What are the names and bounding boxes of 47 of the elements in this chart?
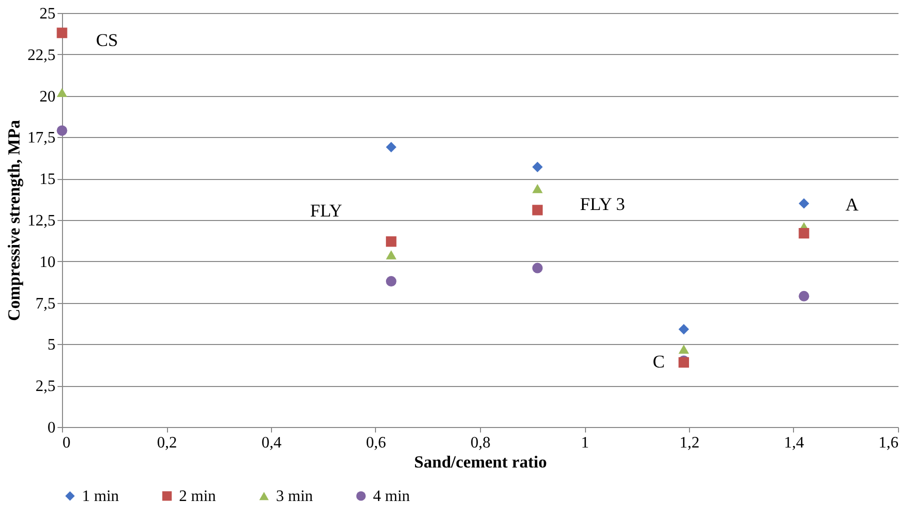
y-tick-label: 17,5 <box>28 130 56 147</box>
legend-label: 1 min <box>82 488 119 505</box>
y-tick-label: 5 <box>48 336 56 354</box>
y-tick-label: 20 <box>40 88 56 106</box>
y-tick-label: 15 <box>40 171 56 188</box>
y-tick-label: 22,5 <box>28 46 56 64</box>
x-tick-label: 1 <box>581 434 589 452</box>
point <box>386 250 396 260</box>
y-tick-label: 2,5 <box>36 378 56 396</box>
x-tick-label: 1,6 <box>878 434 898 452</box>
point <box>386 276 396 287</box>
x-tick-label: 0,4 <box>262 434 282 452</box>
y-tick-label: 25 <box>40 6 56 22</box>
x-tick-label: 0 <box>62 434 70 452</box>
legend-label: 3 min <box>276 488 313 505</box>
annotation: FLY 3 <box>580 194 625 214</box>
x-tick-label: 0,2 <box>157 434 177 452</box>
x-tick-label: 0,6 <box>366 434 386 452</box>
point <box>798 228 810 238</box>
point <box>56 125 68 136</box>
x-axis-title: Sand/cement ratio <box>414 452 547 472</box>
point <box>532 162 543 172</box>
legend-label: 2 min <box>179 488 216 505</box>
annotation: C <box>652 351 665 372</box>
point <box>678 344 690 354</box>
point <box>532 262 543 274</box>
annotation: FLY <box>310 200 342 221</box>
point <box>56 88 68 98</box>
point <box>798 290 810 302</box>
point <box>532 204 543 216</box>
annotation: A <box>845 194 858 214</box>
legend-label: 4 min <box>373 488 410 505</box>
y-tick-label: 7,5 <box>36 295 56 312</box>
point <box>798 198 810 209</box>
point <box>56 28 68 38</box>
point <box>532 184 543 194</box>
point <box>386 236 396 247</box>
point <box>386 142 396 152</box>
x-tick-label: 1,4 <box>784 434 804 452</box>
annotation: CS <box>96 30 118 50</box>
x-tick-label: 1,2 <box>680 434 700 452</box>
x-tick-label: 0,8 <box>470 434 490 452</box>
point <box>678 324 690 335</box>
y-tick-label: 12,5 <box>28 212 56 230</box>
y-tick-label: 10 <box>40 254 56 271</box>
y-tick-label: 0 <box>48 420 56 436</box>
y-axis-title: Compressive strength, MPa <box>4 120 24 321</box>
